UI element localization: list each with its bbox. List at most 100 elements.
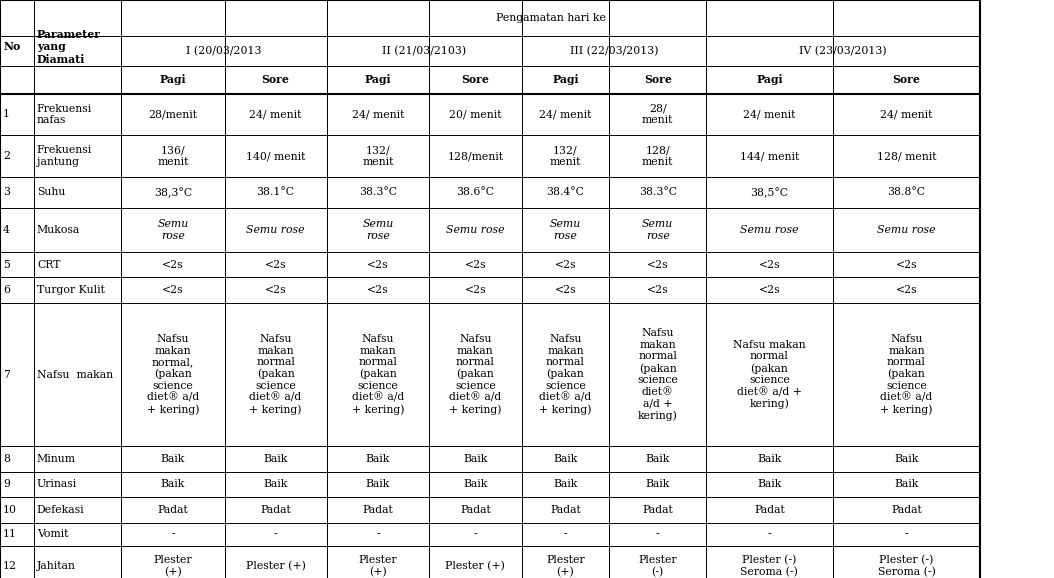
Text: <2s: <2s — [896, 260, 917, 270]
Text: 1: 1 — [3, 109, 11, 120]
Text: 28/
menit: 28/ menit — [642, 103, 674, 125]
Text: Plester
(+): Plester (+) — [154, 555, 192, 577]
Text: -: - — [656, 529, 660, 539]
Text: 8: 8 — [3, 454, 11, 464]
Text: Pengamatan hari ke: Pengamatan hari ke — [495, 13, 606, 23]
Text: Minum: Minum — [37, 454, 76, 464]
Text: 128/
menit: 128/ menit — [642, 145, 674, 167]
Text: Baik: Baik — [645, 454, 670, 464]
Text: Baik: Baik — [264, 454, 288, 464]
Text: Sore: Sore — [462, 74, 489, 86]
Text: 11: 11 — [3, 529, 17, 539]
Text: Baik: Baik — [366, 454, 390, 464]
Text: Nafsu  makan: Nafsu makan — [37, 369, 113, 380]
Text: Baik: Baik — [160, 454, 186, 464]
Text: Baik: Baik — [894, 479, 919, 490]
Text: Vomit: Vomit — [37, 529, 69, 539]
Text: Baik: Baik — [264, 479, 288, 490]
Text: -: - — [904, 529, 909, 539]
Text: I (20/03/2013: I (20/03/2013 — [187, 46, 261, 56]
Text: Plester (+): Plester (+) — [446, 561, 505, 572]
Text: Semu
rose: Semu rose — [550, 219, 581, 241]
Text: Baik: Baik — [894, 454, 919, 464]
Text: Nafsu
makan
normal
(pakan
science
diet® a/d
+ kering): Nafsu makan normal (pakan science diet® … — [250, 334, 301, 415]
Text: Padat: Padat — [260, 505, 291, 515]
Text: 132/
menit: 132/ menit — [550, 145, 581, 167]
Text: Plester
(+): Plester (+) — [546, 555, 585, 577]
Text: 4: 4 — [3, 225, 11, 235]
Text: Pagi: Pagi — [159, 74, 187, 86]
Text: 38.6°C: 38.6°C — [456, 187, 494, 198]
Text: 7: 7 — [3, 369, 11, 380]
Text: -: - — [376, 529, 379, 539]
Text: 38.3°C: 38.3°C — [639, 187, 677, 198]
Text: Plester
(-): Plester (-) — [639, 555, 677, 577]
Text: Urinasi: Urinasi — [37, 479, 77, 490]
Text: 38.1°C: 38.1°C — [256, 187, 295, 198]
Text: Sore: Sore — [644, 74, 671, 86]
Text: 144/ menit: 144/ menit — [740, 151, 799, 161]
Text: -: - — [171, 529, 175, 539]
Text: 38,5°C: 38,5°C — [750, 187, 788, 198]
Text: 38.3°C: 38.3°C — [358, 187, 397, 198]
Text: Padat: Padat — [550, 505, 581, 515]
Text: <2s: <2s — [265, 285, 287, 295]
Text: 28/menit: 28/menit — [149, 109, 197, 120]
Text: Semu
rose: Semu rose — [642, 219, 674, 241]
Text: Padat: Padat — [754, 505, 785, 515]
Text: Semu rose: Semu rose — [740, 225, 799, 235]
Text: IV (23/03/2013): IV (23/03/2013) — [799, 46, 887, 56]
Text: 24/ menit: 24/ menit — [540, 109, 591, 120]
Text: <2s: <2s — [759, 285, 780, 295]
Text: Frekuensi
nafas: Frekuensi nafas — [37, 103, 92, 125]
Text: <2s: <2s — [367, 285, 389, 295]
Text: 128/menit: 128/menit — [447, 151, 504, 161]
Text: Baik: Baik — [160, 479, 186, 490]
Text: 38.4°C: 38.4°C — [547, 187, 584, 198]
Text: Semu rose: Semu rose — [247, 225, 305, 235]
Text: Semu rose: Semu rose — [446, 225, 505, 235]
Text: Baik: Baik — [757, 454, 782, 464]
Text: Plester (+): Plester (+) — [246, 561, 306, 572]
Text: Nafsu
makan
normal
(pakan
science
diet®
a/d +
kering): Nafsu makan normal (pakan science diet® … — [638, 328, 678, 421]
Text: <2s: <2s — [554, 260, 577, 270]
Text: <2s: <2s — [162, 285, 183, 295]
Text: Baik: Baik — [553, 479, 578, 490]
Text: 6: 6 — [3, 285, 11, 295]
Text: Frekuensi
jantung: Frekuensi jantung — [37, 145, 92, 167]
Text: Padat: Padat — [157, 505, 189, 515]
Text: Baik: Baik — [757, 479, 782, 490]
Text: III (22/03/2013): III (22/03/2013) — [570, 46, 658, 56]
Text: Nafsu makan
normal
(pakan
science
diet® a/d +
kering): Nafsu makan normal (pakan science diet® … — [734, 340, 805, 409]
Text: 140/ menit: 140/ menit — [246, 151, 306, 161]
Text: 132/
menit: 132/ menit — [363, 145, 393, 167]
Text: <2s: <2s — [647, 285, 668, 295]
Text: Sore: Sore — [261, 74, 290, 86]
Text: 136/
menit: 136/ menit — [157, 145, 189, 167]
Text: Padat: Padat — [642, 505, 674, 515]
Text: Parameter
yang
Diamati: Parameter yang Diamati — [37, 28, 101, 65]
Text: <2s: <2s — [367, 260, 389, 270]
Text: 9: 9 — [3, 479, 11, 490]
Text: Plester (-)
Seroma (-): Plester (-) Seroma (-) — [741, 555, 798, 577]
Text: 24/ menit: 24/ menit — [743, 109, 796, 120]
Text: <2s: <2s — [265, 260, 287, 270]
Text: <2s: <2s — [647, 260, 668, 270]
Text: Nafsu
makan
normal
(pakan
science
diet® a/d
+ kering): Nafsu makan normal (pakan science diet® … — [352, 334, 404, 415]
Text: <2s: <2s — [162, 260, 183, 270]
Text: 5: 5 — [3, 260, 11, 270]
Text: -: - — [767, 529, 772, 539]
Text: <2s: <2s — [465, 260, 486, 270]
Text: Pagi: Pagi — [365, 74, 391, 86]
Text: Padat: Padat — [460, 505, 491, 515]
Text: Plester (-)
Seroma (-): Plester (-) Seroma (-) — [878, 555, 935, 577]
Text: 24/ menit: 24/ menit — [250, 109, 301, 120]
Text: -: - — [274, 529, 277, 539]
Text: Semu rose: Semu rose — [877, 225, 936, 235]
Text: Pagi: Pagi — [552, 74, 579, 86]
Text: <2s: <2s — [465, 285, 486, 295]
Text: Nafsu
makan
normal
(pakan
science
diet® a/d
+ kering): Nafsu makan normal (pakan science diet® … — [449, 334, 502, 415]
Text: Padat: Padat — [363, 505, 393, 515]
Text: 10: 10 — [3, 505, 17, 515]
Text: 3: 3 — [3, 187, 11, 198]
